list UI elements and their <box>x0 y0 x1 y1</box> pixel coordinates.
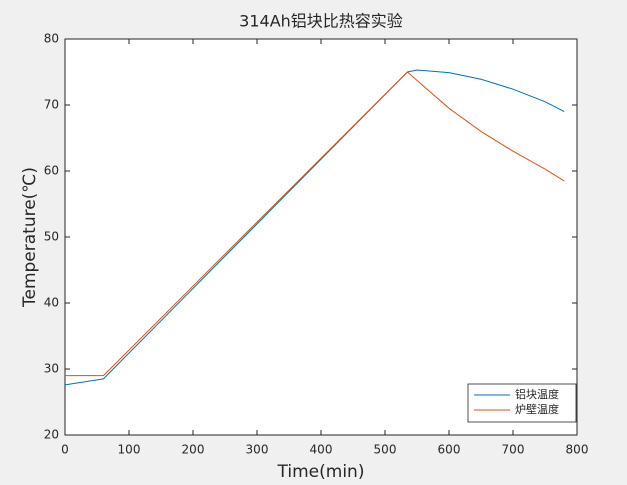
y-tick-label: 40 <box>44 296 59 310</box>
x-tick-label: 500 <box>374 443 397 457</box>
plot-area <box>65 39 577 435</box>
x-tick-label: 400 <box>310 443 333 457</box>
y-axis-label: Temperature(℃) <box>20 167 40 308</box>
y-tick-label: 80 <box>44 32 59 46</box>
x-tick-label: 0 <box>61 443 69 457</box>
data-line <box>64 69 565 386</box>
x-tick-label: 200 <box>182 443 205 457</box>
data-line <box>65 71 565 377</box>
x-tick-label: 100 <box>118 443 141 457</box>
chart-title: 314Ah铝块比热容实验 <box>239 12 403 31</box>
y-tick-label: 20 <box>44 428 59 442</box>
x-tick-label: 300 <box>246 443 269 457</box>
legend-box <box>467 383 577 423</box>
y-tick-label: 50 <box>44 230 59 244</box>
legend-label: 铝块温度 <box>515 387 559 401</box>
axes-box <box>64 38 578 436</box>
x-tick-label: 600 <box>438 443 461 457</box>
legend-label: 炉壁温度 <box>515 402 559 416</box>
x-tick-label: 800 <box>566 443 589 457</box>
y-tick-label: 70 <box>44 98 59 112</box>
x-tick-label: 700 <box>502 443 525 457</box>
y-tick-label: 30 <box>44 362 59 376</box>
y-tick-label: 60 <box>44 164 59 178</box>
x-axis-label: Time(min) <box>277 462 365 482</box>
